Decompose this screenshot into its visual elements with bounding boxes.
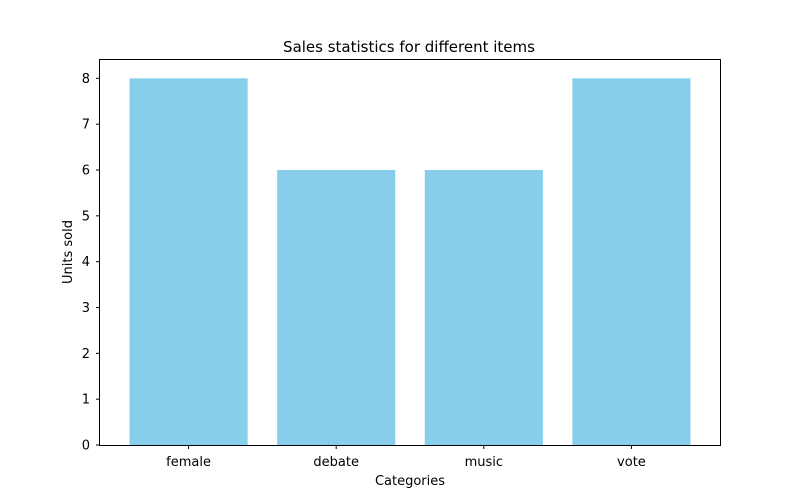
y-tick-label-5: 5 [82,209,90,224]
y-axis-label: Units sold [61,220,76,284]
x-axis-label: Categories [375,474,445,489]
x-axis-ticks: female debate music vote [166,445,646,470]
plot-frame [99,59,721,446]
y-tick-label-2: 2 [82,347,90,362]
bar-debate [277,170,396,445]
y-tick-label-4: 4 [82,255,90,270]
bar-vote [572,78,691,445]
x-tick-label-vote: vote [617,455,646,470]
y-tick-label-8: 8 [82,72,90,87]
x-tick-label-debate: debate [313,455,359,470]
x-tick-label-music: music [465,455,503,470]
bar-music [424,170,543,445]
y-axis-ticks: 0 1 2 3 4 5 6 7 8 [82,72,100,454]
y-tick-label-6: 6 [82,164,90,179]
y-tick-label-0: 0 [82,439,90,454]
y-tick-label-1: 1 [82,393,90,408]
bars-layer [129,78,691,445]
bar-female [129,78,248,445]
y-tick-label-3: 3 [82,301,90,316]
chart-title: Sales statistics for different items [283,38,535,56]
x-tick-label-female: female [166,455,211,470]
y-tick-label-7: 7 [82,118,90,133]
